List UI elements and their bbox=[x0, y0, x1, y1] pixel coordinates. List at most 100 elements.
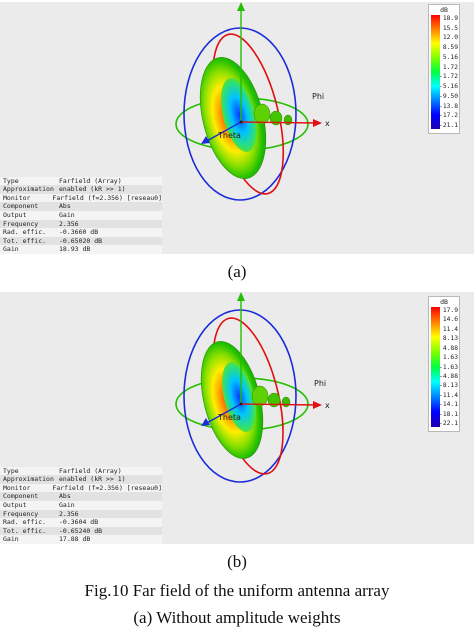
phi-label: Phi bbox=[312, 92, 324, 101]
legend-tick-label: 18.9 bbox=[442, 15, 458, 22]
legend-tick-label: 15.5 bbox=[442, 24, 458, 32]
info-key: Component bbox=[3, 492, 39, 501]
info-row: Type Farfield (Array) bbox=[0, 176, 162, 186]
info-value: -0.65240 dB bbox=[59, 526, 103, 535]
legend-tick-label: -1.63 bbox=[439, 363, 458, 371]
y-axis-arrow bbox=[201, 136, 210, 144]
legend-tick-label: 17.9 bbox=[442, 307, 458, 314]
legend-tick-label: -13.8 bbox=[439, 102, 458, 110]
x-axis bbox=[240, 403, 319, 406]
panel-label-a: (a) bbox=[227, 262, 247, 281]
side-lobe bbox=[269, 110, 283, 126]
info-value: 18.93 dB bbox=[59, 245, 91, 254]
info-value: enabled (kR >> 1) bbox=[59, 185, 126, 194]
info-row: Component Abs bbox=[0, 492, 162, 502]
legend-tick-label: -8.13 bbox=[439, 382, 458, 390]
info-value: Farfield (f=2.356) [reseau0] bbox=[52, 193, 162, 202]
info-row: Type Farfield (Array) bbox=[0, 466, 162, 476]
x-axis-label: x bbox=[325, 119, 330, 128]
info-row: Monitor Farfield (f=2.356) [reseau0] bbox=[0, 483, 162, 493]
info-key: Monitor bbox=[3, 483, 31, 492]
legend-tick-label: -1.72 bbox=[439, 73, 458, 81]
theta-label: Theta bbox=[217, 413, 241, 422]
info-key: Output bbox=[3, 501, 27, 510]
side-lobe bbox=[253, 103, 271, 125]
info-value: Abs bbox=[59, 202, 71, 211]
info-value: 2.356 bbox=[59, 509, 79, 518]
x-axis bbox=[240, 121, 319, 124]
legend-unit: dB bbox=[440, 6, 448, 14]
info-key: Frequency bbox=[3, 509, 39, 518]
info-value: enabled (kR >> 1) bbox=[59, 475, 126, 484]
figure-caption: Fig.10 Far field of the uniform antenna … bbox=[84, 581, 390, 600]
legend-tick-label: 8.13 bbox=[442, 335, 458, 343]
x-axis-label: x bbox=[325, 401, 330, 410]
legend-tick-label: 4.88 bbox=[442, 344, 458, 352]
info-value: 17.88 dB bbox=[59, 535, 91, 544]
info-key: Rad. effic. bbox=[3, 518, 47, 527]
info-value: Farfield (Array) bbox=[59, 466, 122, 475]
info-value: -0.3604 dB bbox=[59, 518, 99, 527]
phi-label: Phi bbox=[314, 379, 326, 388]
info-value: 2.356 bbox=[59, 219, 79, 228]
legend-tick-label: 1.72 bbox=[442, 63, 458, 71]
legend-tick-label: -9.50 bbox=[439, 92, 458, 100]
legend-tick-label: -14.1 bbox=[439, 401, 458, 409]
color-bar bbox=[431, 307, 440, 427]
legend-tick-label: -17.2 bbox=[439, 112, 458, 120]
farfield-panel-a: x Phi Theta dB 18.9 15.5 12.0 8.59 5.16 1.72 -… bbox=[0, 2, 474, 254]
legend-tick-label: -5.16 bbox=[439, 83, 458, 91]
info-key: Output bbox=[3, 211, 27, 220]
info-key: Component bbox=[3, 202, 39, 211]
legend-ticks: 17.9 14.6 11.4 8.13 4.88 1.63 -1.63 -4.88 -8.13-… bbox=[439, 307, 458, 427]
theta-ring bbox=[183, 27, 297, 201]
y-axis bbox=[204, 121, 242, 143]
legend-tick-label: 14.6 bbox=[442, 316, 458, 324]
info-row: Output Gain bbox=[0, 501, 162, 510]
side-lobe bbox=[281, 396, 291, 408]
info-key: Gain bbox=[3, 245, 19, 254]
legend-tick-label: -21.1 bbox=[439, 122, 458, 129]
info-row: Frequency 2.356 bbox=[0, 219, 162, 229]
info-key: Approximation bbox=[3, 475, 54, 484]
figure-subcaption: (a) Without amplitude weights bbox=[133, 608, 341, 627]
legend-ticks: 18.9 15.5 12.0 8.59 5.16 1.72 -1.72 -5.16 -9.50 -… bbox=[439, 15, 458, 129]
theta-ring bbox=[183, 309, 297, 483]
legend-tick-label: 5.16 bbox=[442, 53, 458, 61]
info-row: Tot. effic. -0.65240 dB bbox=[0, 526, 162, 536]
farfield-3d-view: x Phi Theta bbox=[175, 2, 330, 201]
info-key: Type bbox=[3, 176, 19, 185]
info-key: Monitor bbox=[3, 193, 31, 202]
legend-tick-label: -4.88 bbox=[439, 372, 458, 380]
legend-unit: dB bbox=[440, 298, 448, 306]
farfield-3d-view: x Phi Theta bbox=[175, 292, 330, 483]
panel-label-b: (b) bbox=[227, 552, 247, 571]
info-row: Approximation enabled (kR >> 1) bbox=[0, 475, 162, 484]
side-lobe bbox=[251, 385, 269, 407]
info-row: Monitor Farfield (f=2.356) [reseau0] bbox=[0, 193, 162, 203]
info-table: Type Farfield (Array) Approximation enabled… bbox=[0, 176, 162, 254]
legend-tick-label: -11.4 bbox=[439, 391, 458, 399]
z-axis-arrow bbox=[237, 292, 245, 301]
info-row: Gain 17.88 dB bbox=[0, 535, 162, 544]
info-value: Gain bbox=[59, 501, 75, 510]
info-key: Type bbox=[3, 466, 19, 475]
y-axis bbox=[204, 403, 242, 425]
info-key: Approximation bbox=[3, 185, 54, 194]
x-axis-arrow bbox=[313, 401, 322, 409]
info-row: Rad. effic. -0.3604 dB bbox=[0, 518, 162, 527]
info-value: Farfield (f=2.356) [reseau0] bbox=[52, 483, 162, 492]
farfield-panel-b: x Phi Theta dB 17.9 14.6 11.4 8.13 4.88 1.63-… bbox=[0, 292, 474, 544]
lobe-core bbox=[220, 77, 258, 153]
info-value: Farfield (Array) bbox=[59, 176, 122, 185]
y-axis-arrow bbox=[201, 418, 210, 426]
color-bar bbox=[431, 15, 440, 129]
legend-tick-label: -18.1 bbox=[439, 410, 458, 418]
info-row: Gain 18.93 dB bbox=[0, 245, 162, 254]
info-row: Rad. effic. -0.3660 dB bbox=[0, 228, 162, 237]
info-row: Frequency 2.356 bbox=[0, 509, 162, 519]
info-key: Tot. effic. bbox=[3, 526, 47, 535]
info-value: Abs bbox=[59, 492, 71, 501]
color-scale-legend: dB 18.9 15.5 12.0 8.59 5.16 1.72 -1.72 -5.16 -9.… bbox=[428, 4, 460, 134]
color-scale-legend: dB 17.9 14.6 11.4 8.13 4.88 1.63 -1.63 -4.88 -8.… bbox=[428, 296, 460, 432]
